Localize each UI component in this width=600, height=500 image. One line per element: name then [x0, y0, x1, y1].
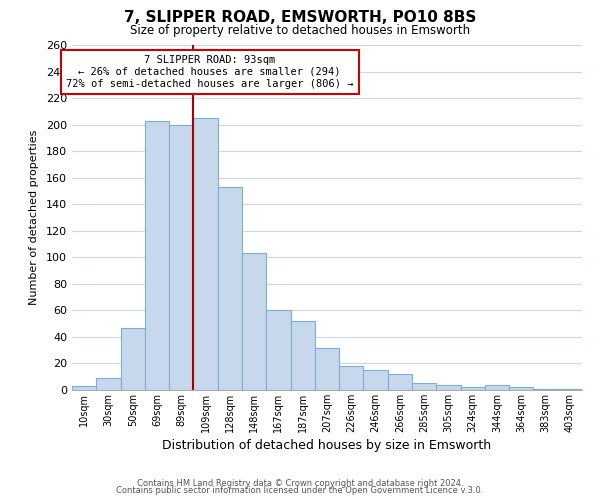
Bar [266, 310, 290, 390]
Bar [72, 386, 96, 390]
Bar [242, 254, 266, 390]
Bar [290, 321, 315, 390]
Bar [509, 388, 533, 390]
Bar [436, 384, 461, 390]
Bar [485, 384, 509, 390]
Text: 7 SLIPPER ROAD: 93sqm
← 26% of detached houses are smaller (294)
72% of semi-det: 7 SLIPPER ROAD: 93sqm ← 26% of detached … [66, 56, 353, 88]
Bar [339, 366, 364, 390]
Bar [145, 120, 169, 390]
Bar [412, 384, 436, 390]
Bar [461, 388, 485, 390]
Bar [558, 388, 582, 390]
Bar [388, 374, 412, 390]
Text: Contains public sector information licensed under the Open Government Licence v.: Contains public sector information licen… [116, 486, 484, 495]
Bar [121, 328, 145, 390]
X-axis label: Distribution of detached houses by size in Emsworth: Distribution of detached houses by size … [163, 439, 491, 452]
Bar [96, 378, 121, 390]
Text: Size of property relative to detached houses in Emsworth: Size of property relative to detached ho… [130, 24, 470, 37]
Text: 7, SLIPPER ROAD, EMSWORTH, PO10 8BS: 7, SLIPPER ROAD, EMSWORTH, PO10 8BS [124, 10, 476, 25]
Bar [315, 348, 339, 390]
Text: Contains HM Land Registry data © Crown copyright and database right 2024.: Contains HM Land Registry data © Crown c… [137, 478, 463, 488]
Bar [533, 388, 558, 390]
Bar [169, 124, 193, 390]
Y-axis label: Number of detached properties: Number of detached properties [29, 130, 39, 305]
Bar [218, 187, 242, 390]
Bar [364, 370, 388, 390]
Bar [193, 118, 218, 390]
